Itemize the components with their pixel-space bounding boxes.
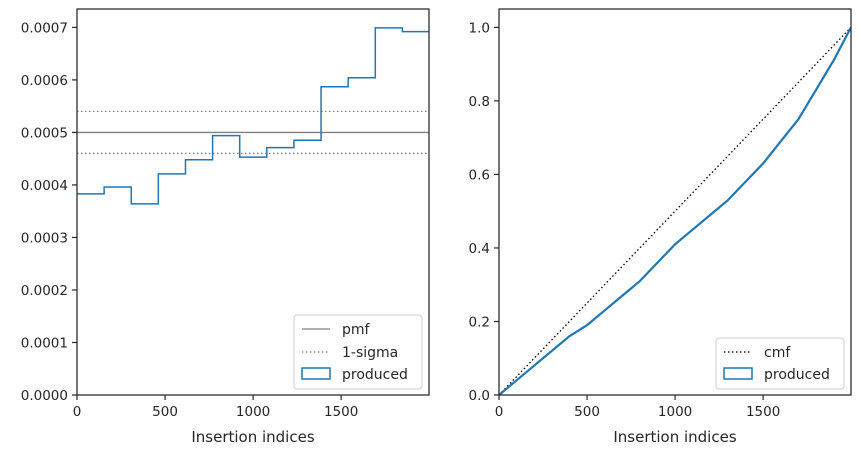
y-tick-label: 0.0002 <box>21 283 68 299</box>
legend-cmf-label: cmf <box>764 345 791 361</box>
right-chart-x-ticks: 0 500 1000 1500 <box>495 395 780 420</box>
y-tick-label: 0.0005 <box>21 125 68 141</box>
x-tick-label: 1500 <box>324 404 358 420</box>
legend-produced-swatch <box>301 367 331 380</box>
legend-produced-swatch <box>723 367 753 380</box>
left-chart: 0 500 1000 1500 0.00000.00010.00020.00030.0… <box>21 8 430 446</box>
legend-pmf-label: pmf <box>342 322 371 338</box>
right-chart-x-axis-label: Insertion indices <box>613 428 736 446</box>
left-chart-x-ticks: 0 500 1000 1500 <box>73 395 358 420</box>
legend-box <box>293 314 423 390</box>
x-tick-label: 1000 <box>658 404 692 420</box>
right-chart: 0 500 1000 1500 0.0 0.2 0.4 0.6 0.8 1.0 Insertio… <box>469 8 852 446</box>
y-tick-label: 0.0004 <box>21 178 68 194</box>
left-chart-series <box>77 27 429 205</box>
x-tick-label: 1000 <box>236 404 270 420</box>
y-tick-label: 0.8 <box>469 94 490 110</box>
left-chart-legend: pmf 1-sigma produced <box>293 314 423 390</box>
x-tick-label: 0 <box>495 404 504 420</box>
y-tick-label: 0.0 <box>469 388 490 404</box>
y-tick-label: 0.6 <box>469 167 490 183</box>
y-tick-label: 1.0 <box>469 20 490 36</box>
y-tick-label: 0.2 <box>469 314 490 330</box>
cmf-line <box>498 26 852 396</box>
x-tick-label: 500 <box>152 404 178 420</box>
right-chart-legend: cmf produced <box>715 337 845 390</box>
y-tick-label: 0.0001 <box>21 335 68 351</box>
legend-produced-label: produced <box>764 367 830 383</box>
y-tick-label: 0.0007 <box>21 20 68 36</box>
y-tick-label: 0.0006 <box>21 73 68 89</box>
y-tick-label: 0.4 <box>469 241 490 257</box>
legend-sigma-label: 1-sigma <box>342 345 398 361</box>
y-tick-label: 0.0000 <box>21 388 68 404</box>
left-chart-x-axis-label: Insertion indices <box>191 428 314 446</box>
x-tick-label: 0 <box>73 404 82 420</box>
right-chart-series <box>498 26 852 396</box>
right-chart-frame <box>498 8 852 396</box>
right-chart-y-ticks: 0.0 0.2 0.4 0.6 0.8 1.0 <box>469 20 499 404</box>
left-chart-reference-lines <box>77 110 429 155</box>
legend-produced-label: produced <box>342 367 408 383</box>
y-tick-label: 0.0003 <box>21 230 68 246</box>
legend-box <box>715 337 845 390</box>
x-tick-label: 1500 <box>746 404 780 420</box>
x-tick-label: 500 <box>574 404 600 420</box>
produced-histogram <box>77 27 429 205</box>
produced-line <box>498 26 852 396</box>
left-chart-y-ticks: 0.0000 0.0001 0.0002 0.0003 0.0004 0.0005 0.00… <box>21 20 77 404</box>
